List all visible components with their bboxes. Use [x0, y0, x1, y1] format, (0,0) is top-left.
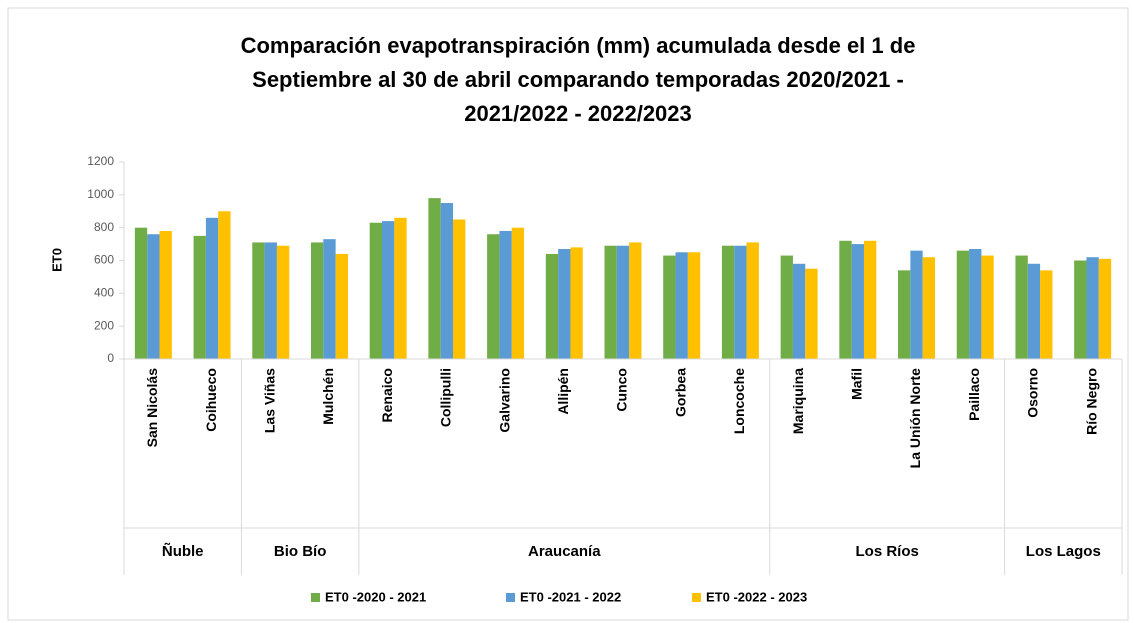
- x-tick-label: Mariquina: [790, 368, 806, 434]
- bar: [922, 257, 936, 359]
- x-tick-label: Río Negro: [1083, 368, 1099, 435]
- bar: [898, 270, 911, 359]
- x-tick-label: Cunco: [614, 368, 630, 412]
- bar: [687, 252, 701, 359]
- bar: [487, 234, 500, 359]
- bar: [1040, 270, 1053, 359]
- bar: [910, 250, 923, 359]
- bar: [675, 252, 688, 359]
- y-tick-label: 200: [94, 318, 114, 332]
- x-tick-label: Mulchén: [320, 368, 336, 425]
- bar: [558, 249, 571, 359]
- bar: [629, 242, 642, 359]
- legend-swatch: [311, 593, 320, 602]
- bar: [616, 245, 630, 359]
- bar: [453, 219, 466, 359]
- bar: [264, 242, 277, 359]
- x-tick-label: San Nicolás: [144, 368, 160, 448]
- bar: [851, 244, 864, 359]
- y-tick-label: 800: [94, 220, 114, 234]
- group-label: Los Lagos: [1026, 543, 1101, 560]
- bar: [428, 198, 441, 359]
- bar: [721, 245, 735, 359]
- bar: [205, 217, 219, 359]
- bar: [335, 253, 348, 359]
- bar: [805, 268, 818, 359]
- bar: [604, 245, 617, 359]
- bar: [570, 247, 583, 359]
- bar: [1098, 258, 1112, 359]
- bar: [981, 255, 994, 359]
- x-tick-label: Galvarino: [496, 368, 512, 433]
- y-tick-label: 0: [107, 351, 114, 365]
- x-tick-label: Osorno: [1025, 368, 1041, 418]
- bar: [276, 245, 290, 359]
- legend-label: ET0 -2021 - 2022: [520, 589, 621, 604]
- bar: [969, 249, 982, 359]
- x-tick-label: La Unión Norte: [907, 368, 923, 469]
- bar: [252, 242, 265, 359]
- bar: [863, 240, 877, 359]
- bar: [792, 263, 806, 359]
- bar: [1027, 263, 1041, 359]
- bar: [218, 211, 231, 359]
- bar: [839, 240, 852, 359]
- x-tick-label: Collipulli: [438, 368, 454, 427]
- y-tick-label: 1000: [87, 187, 114, 201]
- y-tick-label: 400: [94, 286, 114, 300]
- legend-swatch: [692, 593, 701, 602]
- x-tick-label: Renaico: [379, 368, 395, 422]
- chart-title: Septiembre al 30 de abril comparando tem…: [252, 67, 904, 92]
- bar: [1086, 257, 1099, 359]
- bar: [545, 253, 559, 359]
- bar: [382, 221, 395, 359]
- bar: [511, 227, 525, 359]
- bar: [193, 235, 206, 359]
- x-tick-label: Paillaco: [966, 368, 982, 421]
- bar: [734, 245, 747, 359]
- y-tick-label: 1200: [87, 154, 114, 168]
- group-label: Los Ríos: [856, 543, 919, 560]
- bar: [746, 242, 759, 359]
- group-label: Bio Bío: [274, 543, 327, 560]
- bar: [147, 234, 160, 359]
- bar: [440, 203, 454, 359]
- bar: [780, 255, 793, 359]
- legend-label: ET0 -2020 - 2021: [325, 589, 426, 604]
- bar: [1015, 255, 1028, 359]
- x-tick-label: Loncoche: [731, 368, 747, 434]
- bar: [1074, 260, 1087, 359]
- bar: [956, 250, 970, 359]
- bar: [499, 230, 512, 359]
- bar: [663, 255, 676, 359]
- bar: [310, 242, 324, 359]
- bar: [159, 230, 172, 359]
- x-tick-label: Coihueco: [203, 368, 219, 432]
- bar: [323, 239, 336, 359]
- bar: [394, 217, 407, 359]
- y-tick-label: 600: [94, 253, 114, 267]
- chart-title: 2021/2022 - 2022/2023: [464, 101, 692, 126]
- legend-label: ET0 -2022 - 2023: [706, 589, 807, 604]
- x-tick-label: Gorbea: [672, 368, 688, 417]
- x-tick-label: Allipén: [555, 368, 571, 415]
- group-label: Ñuble: [162, 542, 204, 560]
- group-label: Araucanía: [528, 543, 601, 560]
- x-tick-label: Las Viñas: [261, 368, 277, 433]
- y-axis-label: ET0: [49, 248, 64, 272]
- chart-title: Comparación evapotranspiración (mm) acum…: [241, 33, 916, 58]
- bar: [134, 227, 148, 359]
- legend-swatch: [506, 593, 515, 602]
- x-tick-label: Mafil: [849, 368, 865, 400]
- bar: [369, 222, 383, 359]
